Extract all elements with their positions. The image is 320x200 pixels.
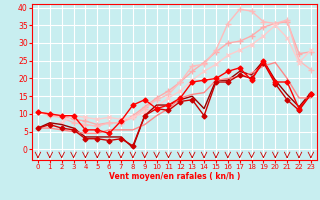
X-axis label: Vent moyen/en rafales ( kn/h ): Vent moyen/en rafales ( kn/h ) [109,172,240,181]
